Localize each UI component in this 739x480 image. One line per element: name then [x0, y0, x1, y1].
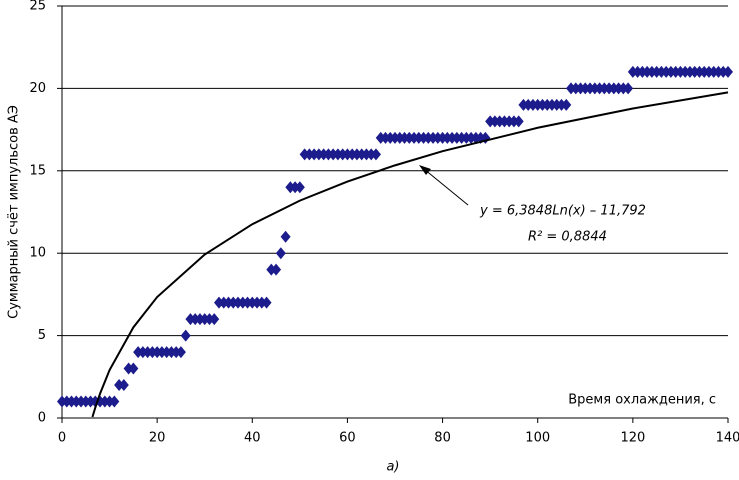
- data-point: [271, 263, 282, 276]
- y-tick-label: 0: [38, 411, 46, 426]
- trendline: [91, 91, 729, 418]
- data-point: [513, 115, 524, 128]
- y-tick-label: 25: [29, 0, 46, 14]
- x-tick-label: 0: [58, 431, 66, 446]
- x-tick-label: 20: [149, 431, 166, 446]
- x-tick-label: 120: [620, 431, 645, 446]
- data-point: [180, 329, 191, 342]
- y-tick-label: 5: [38, 328, 46, 343]
- x-tick-label: 100: [525, 431, 550, 446]
- x-tick-label: 40: [244, 431, 261, 446]
- data-point: [294, 181, 305, 194]
- data-point: [209, 313, 220, 326]
- data-point: [723, 65, 733, 78]
- x-axis-label: Время охлаждения, с: [568, 393, 716, 408]
- data-point: [280, 230, 291, 243]
- data-point: [118, 379, 129, 392]
- y-axis-label: Суммарный счёт импульсов АЭ: [7, 105, 22, 319]
- data-point: [175, 346, 186, 359]
- y-tick-label: 15: [29, 163, 46, 178]
- arrow: [423, 168, 469, 206]
- x-tick-label: 60: [339, 431, 356, 446]
- caption: а): [386, 460, 399, 475]
- data-point: [275, 247, 286, 260]
- data-point: [261, 296, 272, 309]
- data-point: [128, 362, 139, 375]
- data-point: [561, 98, 572, 111]
- equation: y = 6,3848Ln(x) – 11,792: [479, 204, 646, 219]
- y-tick-label: 20: [29, 81, 46, 96]
- x-tick-label: 140: [716, 431, 739, 446]
- r-squared: R² = 0,8844: [528, 230, 607, 245]
- x-tick-label: 80: [434, 431, 451, 446]
- y-tick-label: 10: [29, 246, 46, 261]
- arrow-head: [419, 165, 431, 175]
- data-point: [370, 148, 381, 161]
- data-point: [623, 82, 634, 95]
- data-point: [109, 395, 120, 408]
